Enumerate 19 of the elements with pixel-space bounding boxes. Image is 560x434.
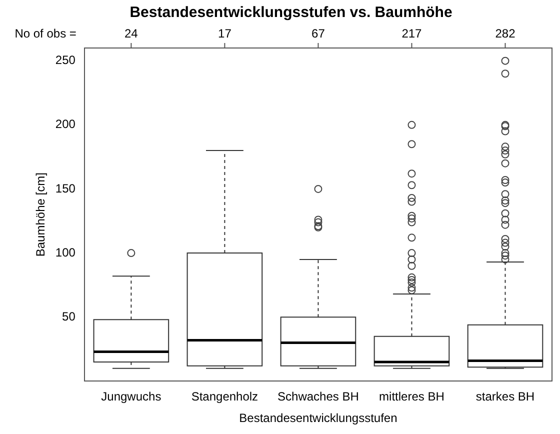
annotation: 67 — [312, 26, 326, 40]
y-tick-label: 100 — [55, 245, 76, 260]
x-tick-label: Schwaches BH — [278, 390, 359, 404]
annotation: 24 — [124, 26, 138, 40]
x-tick-label: Jungwuchs — [101, 390, 162, 404]
y-tick-label: 250 — [55, 53, 76, 68]
x-tick-label: Stangenholz — [191, 390, 258, 404]
x-axis-title: Bestandesentwicklungsstufen — [239, 411, 398, 426]
y-tick-label: 200 — [55, 117, 76, 132]
text: No of obs = — [14, 26, 76, 40]
annotation: 282 — [495, 26, 516, 40]
x-tick-label: starkes BH — [476, 390, 535, 404]
chart-title: Bestandesentwicklungsstufen vs. Baumhöhe — [130, 4, 452, 22]
x-tick-label: mittleres BH — [379, 390, 444, 404]
y-axis-title: Baumhöhe [cm] — [34, 172, 48, 257]
y-tick-label: 50 — [62, 309, 76, 324]
annotation: 217 — [402, 26, 422, 40]
annotation: 17 — [218, 26, 232, 40]
y-tick-label: 150 — [55, 181, 76, 196]
